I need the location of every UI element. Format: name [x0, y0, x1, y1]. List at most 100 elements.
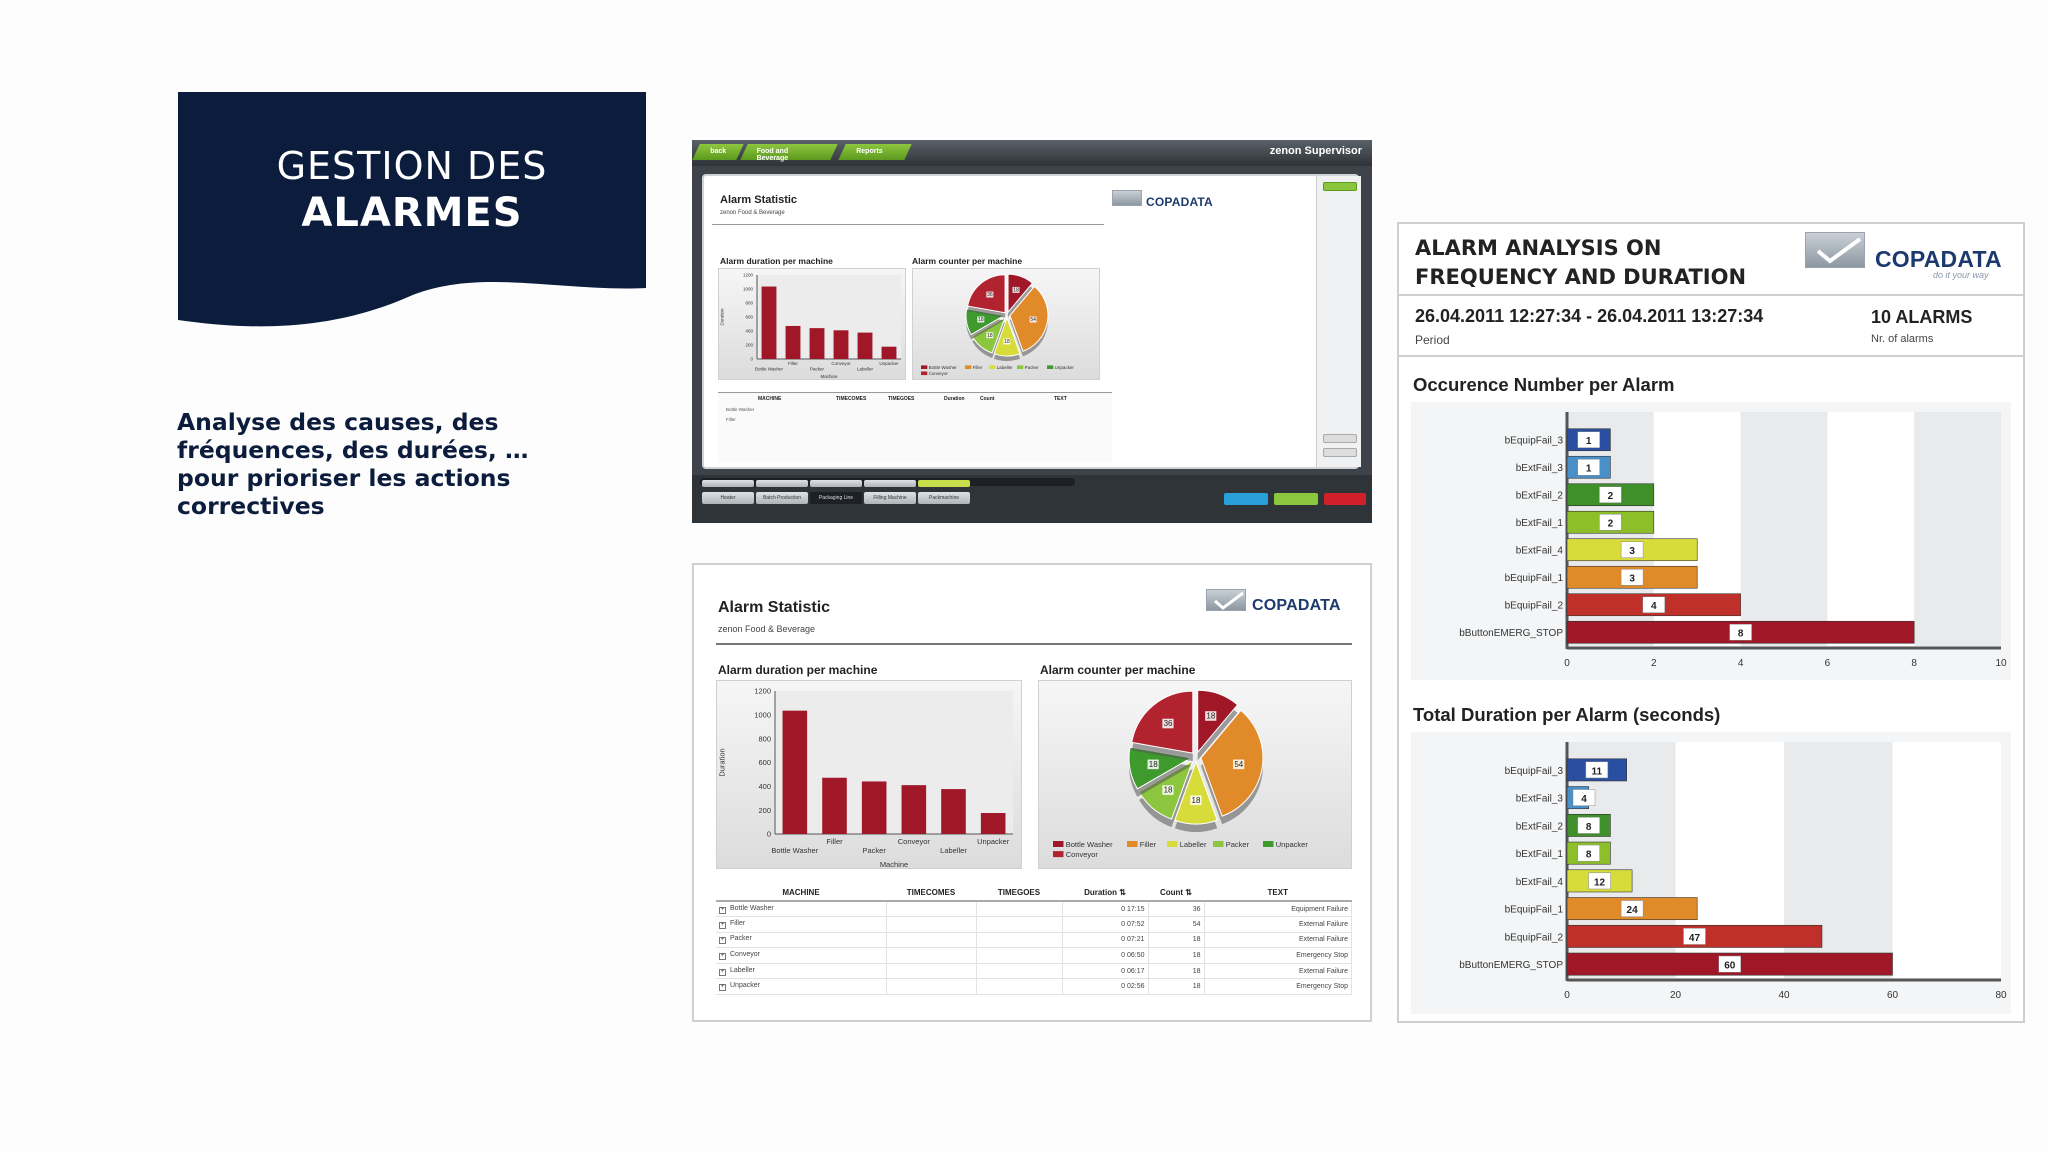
data-label: 12 [1594, 877, 1606, 888]
hmi-side-button[interactable] [1323, 448, 1357, 457]
category-label: bEquipFail_2 [1505, 601, 1564, 612]
x-tick-label: Packer [862, 846, 886, 855]
hmi-tab-packaging[interactable]: Packaging Line [810, 492, 862, 504]
y-tick-label: 1000 [754, 710, 771, 719]
pie-slice [1197, 689, 1239, 754]
pie-label-box [986, 332, 994, 339]
data-label: 8 [1586, 850, 1592, 861]
occurrence-bar-chart: 0 2 4 6 8 10 bEquipFail_3 1 bExtFail_3 1 bExtFail_… [1411, 402, 2011, 680]
pie-label-box [1003, 338, 1011, 345]
hmi-tab-packmachine[interactable]: Packmachine [918, 492, 970, 504]
hmi-tab-trends[interactable] [756, 480, 808, 487]
y-tick-label: 800 [745, 301, 753, 306]
bar-section-title: Alarm duration per machine [718, 663, 878, 677]
pie-label-box [1190, 795, 1202, 806]
hmi-tab-heater[interactable]: Heater [702, 492, 754, 504]
x-tick-label: Filler [826, 837, 843, 846]
pie-data-label: 18 [1206, 712, 1215, 721]
data-label-box [1620, 541, 1644, 558]
y-tick-label: 400 [745, 329, 753, 334]
copadata-logo-icon [1805, 232, 1865, 268]
hmi-bottom-bar: Heater Batch Production Packaging Line F… [692, 475, 1372, 523]
x-tick-label: 6 [1825, 658, 1831, 669]
table-row[interactable]: + Bottle Washer 0 17:15 36 Equipment Failure [716, 901, 1352, 918]
alarm-table: MACHINE TIMECOMES TIMEGOES Duration ⇅ Co… [716, 885, 1352, 996]
pie-data-label: 18 [1164, 786, 1173, 795]
hmi-side-button[interactable] [1323, 434, 1357, 443]
data-label-box [1577, 844, 1600, 862]
bar [809, 328, 825, 359]
expand-icon[interactable]: + [719, 984, 726, 992]
expand-icon[interactable]: + [719, 921, 726, 929]
cell-machine: + Conveyor [716, 947, 887, 964]
x-tick-label: Labeller [940, 846, 967, 855]
hmi-tab-alarm-report[interactable] [918, 480, 970, 487]
pie-slice [1007, 273, 1034, 314]
col-machine[interactable]: MACHINE [716, 885, 886, 902]
hmi-tab-back[interactable]: back [692, 144, 744, 160]
expand-icon[interactable]: + [719, 968, 726, 976]
stat-subtitle: zenon Food & Beverage [718, 624, 816, 634]
hmi-tab-filling[interactable]: Filling Machine [864, 492, 916, 504]
col-timegoes[interactable]: TIMEGOES [976, 885, 1062, 902]
grid-band [1914, 412, 2001, 646]
hmi-tab-line-overview[interactable] [702, 480, 754, 487]
category-label: bExtFail_1 [1516, 518, 1564, 529]
expand-icon[interactable]: + [719, 937, 726, 945]
bar [881, 346, 897, 359]
cell-duration: 0 17:15 [1062, 901, 1149, 918]
table-row[interactable]: + Packer 0 07:21 18 External Failure [716, 932, 1352, 949]
hmi-blue-button[interactable] [1224, 493, 1268, 505]
table-row[interactable]: + Unpacker 0 02:56 18 Emergency Stop [716, 978, 1352, 996]
cell-timegoes [976, 947, 1063, 964]
cell-timecomes [886, 916, 977, 933]
hmi-tab-alarms[interactable] [810, 480, 862, 487]
cell-duration: 0 02:56 [1062, 978, 1149, 996]
legend-swatch [1127, 841, 1138, 847]
hmi-table: MACHINE TIMECOMES TIMEGOES Duration Coun… [718, 392, 1112, 462]
table-row[interactable]: + Conveyor 0 06:50 18 Emergency Stop [716, 947, 1352, 964]
pie-slice [993, 316, 1021, 357]
slide-title-line2: ALARMES [301, 190, 523, 236]
title-banner-shape [178, 92, 646, 327]
legend-label: Filler [973, 365, 983, 370]
duration-chart-title: Total Duration per Alarm (seconds) [1413, 704, 1721, 725]
cell-machine: + Labeller [716, 963, 887, 980]
occurrence-chart-title: Occurence Number per Alarm [1413, 374, 1675, 395]
cell-timegoes [976, 901, 1063, 918]
hmi-tab-oee[interactable] [864, 480, 916, 487]
hmi-green-button[interactable] [1274, 493, 1318, 505]
x-tick-label: 4 [1738, 658, 1744, 669]
col-count[interactable]: Count ⇅ [1148, 885, 1204, 902]
data-label-box [1577, 431, 1600, 448]
data-label-box [1577, 817, 1600, 834]
hmi-red-button[interactable] [1324, 493, 1366, 505]
legend-swatch [965, 365, 972, 369]
legend-label: Unpacker [1276, 840, 1309, 849]
y-axis-label: Duration [720, 308, 725, 326]
pie-label-box [1205, 711, 1217, 721]
hmi-side-button[interactable] [1323, 182, 1357, 191]
hmi-tab-batch[interactable]: Batch Production [756, 492, 808, 504]
x-tick-label: Conveyor [898, 837, 931, 846]
legend-swatch [1167, 841, 1178, 847]
data-label-box [1577, 459, 1600, 476]
cell-timegoes [976, 916, 1063, 933]
hmi-stat-subtitle: zenon Food & Beverage [720, 210, 785, 216]
y-tick-label: 400 [758, 782, 771, 791]
expand-icon[interactable]: + [719, 953, 726, 961]
hmi-tab-food[interactable]: Food and Beverage [740, 144, 838, 162]
col-timecomes[interactable]: TIMECOMES [886, 885, 976, 902]
cell-timegoes [976, 978, 1063, 996]
table-row[interactable]: + Labeller 0 06:17 18 External Failure [716, 963, 1352, 980]
legend-swatch [1047, 365, 1054, 369]
col-text[interactable]: TEXT [1204, 885, 1352, 902]
slide-description: Analyse des causes, des fréquences, des … [177, 408, 529, 520]
expand-icon[interactable]: + [719, 906, 726, 914]
analysis-copadata-logo: COPADATA [1875, 246, 2002, 272]
table-row[interactable]: + Filler 0 07:52 54 External Failure [716, 916, 1352, 933]
pie-slice [1174, 760, 1218, 825]
col-duration[interactable]: Duration ⇅ [1062, 885, 1148, 902]
hmi-tab-reports[interactable]: Reports [838, 144, 912, 160]
category-label: bEquipFail_1 [1505, 905, 1564, 916]
